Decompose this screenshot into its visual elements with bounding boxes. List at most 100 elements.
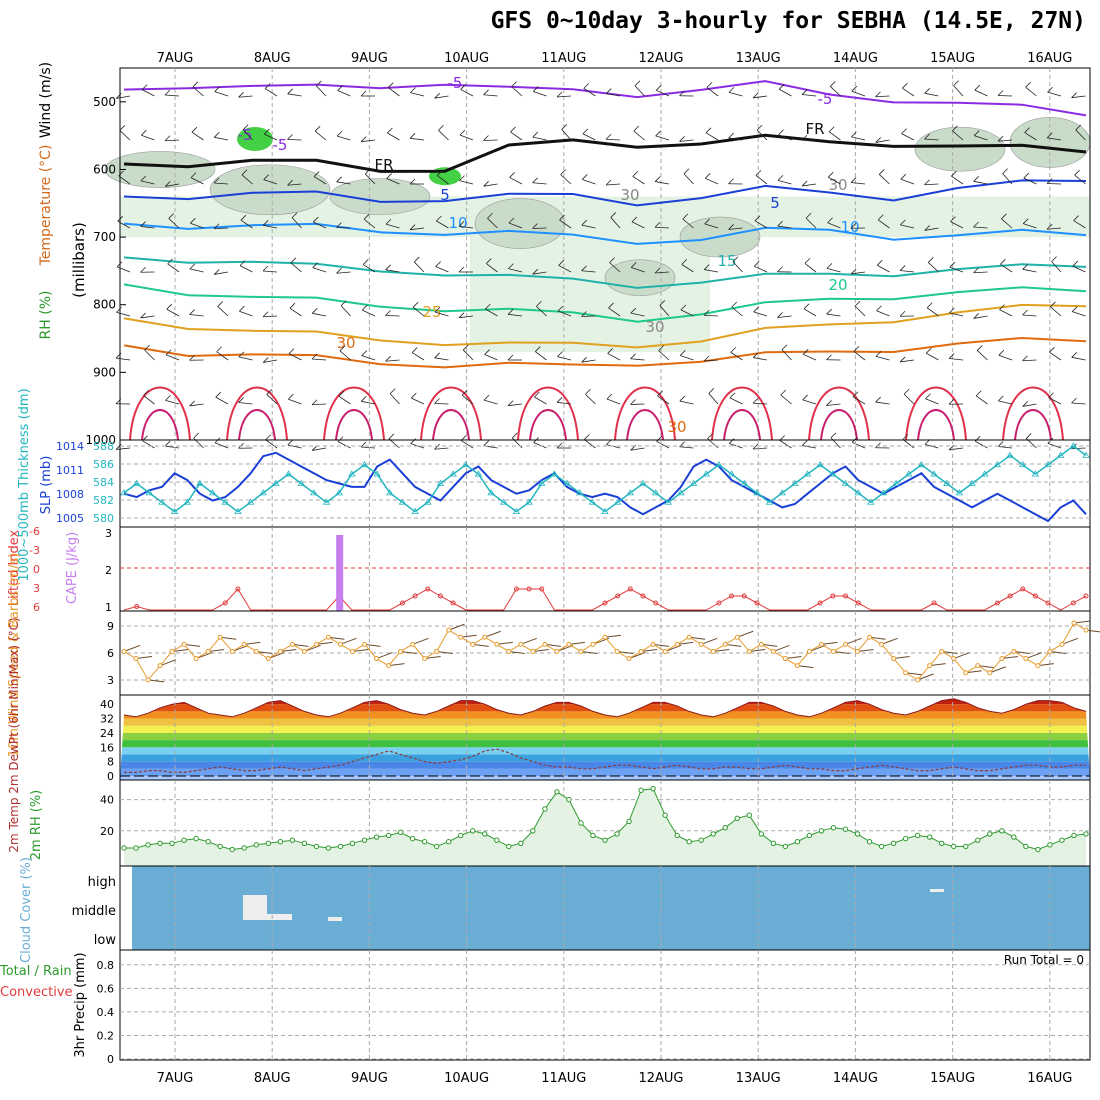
wind-barb-flag <box>704 173 711 179</box>
y-tick-label: 32 <box>100 713 114 726</box>
wind-speed-marker <box>590 641 596 647</box>
wind-barb-flag <box>483 180 489 187</box>
y-tick-label-right: 1008 <box>56 488 84 501</box>
wind-barb-flag <box>409 224 416 230</box>
wind-barb <box>484 354 498 361</box>
contour-label: 25 <box>422 303 441 321</box>
wind-barb <box>657 395 670 405</box>
wind-barb <box>189 403 204 407</box>
wind-barb-flag <box>412 301 419 308</box>
wind-barb <box>803 353 817 361</box>
wind-barb-flag <box>728 87 735 93</box>
wind-barb-flag <box>899 265 906 271</box>
wind-barb-flag <box>1046 223 1053 230</box>
wind-barb <box>828 176 841 185</box>
wind-barb-flag <box>903 388 910 395</box>
rh-marker <box>1047 842 1053 848</box>
wind-barb <box>583 88 596 97</box>
thickness-marker <box>1044 460 1052 468</box>
wind-barb <box>607 353 621 361</box>
wind-barb <box>634 85 645 97</box>
wind-barb-flag <box>753 261 760 267</box>
wind-barb-flag <box>755 170 762 176</box>
wind-barb <box>779 88 792 97</box>
contour-label: 30 <box>828 176 847 194</box>
y-tick-label-left: 580 <box>93 512 114 525</box>
rh-marker <box>674 832 680 839</box>
thickness-marker <box>765 498 774 505</box>
wind-barb-flag <box>851 85 858 92</box>
wind-barb-flag <box>434 92 440 99</box>
wind-barb <box>973 315 988 319</box>
ylabel-wind: Wind (m/s) <box>38 62 54 138</box>
wind-barb-flag <box>434 443 440 450</box>
x-tick-label-top: 13AUG <box>736 51 781 66</box>
rh-area <box>124 788 1086 866</box>
wind-barb-flag <box>752 352 759 358</box>
wind-speed-marker <box>806 648 812 654</box>
lifted-index-marker <box>539 586 545 592</box>
thickness-marker <box>601 507 609 515</box>
wind-barb-flag <box>630 353 636 360</box>
surface-isotherm <box>238 409 276 441</box>
wind-barb-flag <box>680 304 687 311</box>
thickness-line <box>123 445 1087 513</box>
wind-barb <box>632 176 645 185</box>
wind-barb-flag <box>826 354 832 361</box>
wind-barb <box>581 359 596 363</box>
wind-barb-flag <box>581 219 588 226</box>
ylabel-wind10m: 10m Wind Speed & Barbs (m/s) <box>7 553 22 758</box>
contour-label: 30 <box>667 418 686 436</box>
wind-barb <box>459 225 474 229</box>
wind-barb-flag <box>975 390 982 397</box>
wind-barb <box>239 310 253 317</box>
lifted-index-marker <box>855 600 861 606</box>
wind-barb-flag <box>507 354 514 361</box>
wind-barb <box>585 393 596 405</box>
wind-speed-marker <box>650 641 656 647</box>
wind-barb <box>1047 137 1062 141</box>
wind-barb-flag <box>1024 127 1030 133</box>
wind-barb-flag <box>654 221 661 228</box>
wind-barb-flag <box>532 268 538 275</box>
wind-barb <box>1075 129 1086 141</box>
rh-marker <box>482 831 488 837</box>
thickness-marker <box>727 470 736 477</box>
wind-barb-flag <box>853 346 860 352</box>
temp-band <box>120 768 1090 776</box>
wind-barb <box>213 227 229 230</box>
thickness-marker <box>626 489 635 496</box>
wind-barb-flag <box>633 125 640 132</box>
wind-barb-flag <box>682 213 689 220</box>
wind-barb <box>288 398 302 405</box>
wind-barb <box>238 356 253 361</box>
wind-barb <box>1071 447 1086 450</box>
lifted-index-line <box>123 588 1087 611</box>
wind-speed-marker <box>939 648 945 654</box>
wind-barb-flag <box>826 400 832 406</box>
wind-barb-flag <box>213 223 220 230</box>
wind-barb-flag <box>116 261 123 268</box>
wind-barb <box>532 271 547 275</box>
lifted-index-marker <box>1020 586 1026 592</box>
rh-shade-blob <box>209 164 331 216</box>
wind-barb-flag <box>777 266 783 273</box>
wind-barb <box>509 177 523 185</box>
rh-marker <box>241 845 247 851</box>
y-tick-label: 900 <box>93 365 116 379</box>
surface-isotherm <box>420 386 482 441</box>
thickness-marker <box>943 479 951 486</box>
wind-barb-flag <box>144 344 150 351</box>
wind-barb-flag <box>850 268 857 275</box>
wind-speed-marker <box>422 656 428 662</box>
wind-barb-flag <box>364 168 371 175</box>
surface-isotherm <box>711 386 773 441</box>
y-tick-label-li: 6 <box>33 601 40 614</box>
wind-barb <box>338 395 351 405</box>
wind-barb <box>630 358 645 361</box>
thickness-marker <box>1056 451 1065 458</box>
wind-barb-flag <box>1046 178 1053 184</box>
thickness-marker <box>841 479 850 486</box>
wind-barb <box>703 314 719 317</box>
wind-barb-flag <box>631 216 638 223</box>
